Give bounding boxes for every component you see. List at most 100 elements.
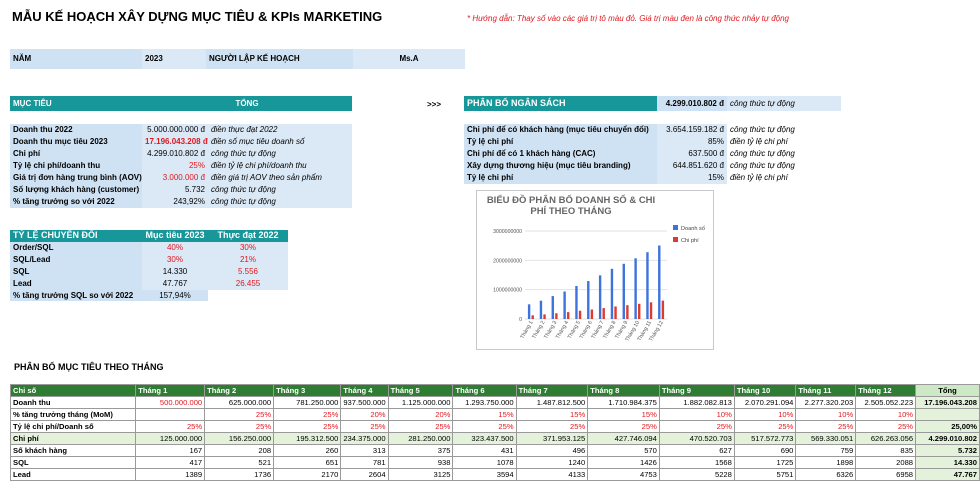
monthly-cell[interactable]: 25% xyxy=(733,420,797,433)
budget-row-note: điền tỷ lệ chi phí xyxy=(730,173,788,182)
chart-title: BIỂU ĐỒ PHÂN BỔ DOANH SỐ & CHI PHÍ THEO … xyxy=(486,195,656,217)
table-row: Chi phí 125.000.000 156.250.000 195.312.500… xyxy=(9,432,980,445)
monthly-cell[interactable]: 25% xyxy=(204,420,275,433)
monthly-cell[interactable]: 25% xyxy=(273,420,342,433)
chart-bar-cost xyxy=(543,314,546,319)
monthly-cell[interactable]: 15% xyxy=(452,408,517,421)
conversion-row-target: 47.767 xyxy=(142,278,208,290)
monthly-cell[interactable]: 20% xyxy=(387,408,454,421)
monthly-cell: 6326 xyxy=(795,468,857,481)
monthly-header-cell: Tháng 10 xyxy=(733,384,797,397)
monthly-cell[interactable]: 25% xyxy=(795,420,857,433)
conversion-row-label: Order/SQL xyxy=(10,242,142,254)
conversion-actual-header: Thực đạt 2022 xyxy=(208,230,288,242)
chart-bar-cost xyxy=(567,312,570,319)
conversion-row-target[interactable]: 40% xyxy=(142,242,208,254)
chart-y-tick: 2000000000 xyxy=(493,258,522,264)
monthly-cell: 371.953.125 xyxy=(515,432,589,445)
chart-bar-cost xyxy=(638,303,641,319)
monthly-cell: 260 xyxy=(273,444,342,457)
chart-container[interactable]: BIỂU ĐỒ PHÂN BỔ DOANH SỐ & CHI PHÍ THEO … xyxy=(476,190,714,350)
monthly-cell: 1240 xyxy=(515,456,589,469)
monthly-cell[interactable]: 10% xyxy=(855,408,917,421)
monthly-cell[interactable]: 500.000.000 xyxy=(135,396,206,409)
monthly-cell[interactable]: 25% xyxy=(273,408,342,421)
monthly-row-total: 47.767 xyxy=(915,468,980,481)
goal-row-value[interactable]: 3.000.000 đ xyxy=(142,172,208,184)
monthly-cell[interactable]: 25% xyxy=(452,420,517,433)
monthly-header-cell: Tháng 8 xyxy=(587,384,660,397)
goal-row-label: Doanh thu 2022 xyxy=(10,124,142,136)
planner-value[interactable]: Ms.A xyxy=(353,49,465,69)
goal-row-value[interactable]: 17.196.043.208 đ xyxy=(142,136,208,148)
monthly-cell[interactable]: 20% xyxy=(340,408,389,421)
monthly-cell: 1.487.812.500 xyxy=(515,396,589,409)
monthly-cell: 427.746.094 xyxy=(587,432,660,445)
monthly-cell[interactable] xyxy=(135,408,206,421)
budget-row-value: 3.654.159.182 đ xyxy=(657,124,727,136)
budget-row-label: Tỷ lệ chi phí xyxy=(464,136,657,148)
monthly-cell: 1898 xyxy=(795,456,857,469)
monthly-cell[interactable]: 25% xyxy=(515,420,589,433)
guide-note: * Hướng dẫn: Thay số vào các giá trị tô … xyxy=(467,14,789,23)
goal-row-label: Chi phí xyxy=(10,148,142,160)
table-row: % tăng trưởng tháng (MoM) 25% 25% 20% 20% 15%… xyxy=(9,408,980,421)
monthly-cell: 626.263.056 xyxy=(855,432,917,445)
monthly-cell: 195.312.500 xyxy=(273,432,342,445)
monthly-row-label: Chi phí xyxy=(9,432,137,445)
monthly-cell: 1568 xyxy=(658,456,735,469)
chart-bar-cost xyxy=(531,315,534,319)
goal-row-note: điền tỷ lệ chi phí/doanh thu xyxy=(208,160,352,172)
conversion-row-target[interactable]: 30% xyxy=(142,254,208,266)
monthly-cell[interactable]: 25% xyxy=(340,420,389,433)
monthly-row-label: Lead xyxy=(9,468,137,481)
monthly-cell: 690 xyxy=(733,444,797,457)
monthly-cell[interactable]: 15% xyxy=(587,408,660,421)
year-value[interactable]: 2023 xyxy=(142,49,206,69)
monthly-cell: 125.000.000 xyxy=(135,432,206,445)
monthly-cell[interactable]: 25% xyxy=(387,420,454,433)
monthly-cell: 2.277.320.203 xyxy=(795,396,857,409)
goal-row-note: điền số mục tiêu doanh số xyxy=(208,136,352,148)
monthly-cell: 569.330.051 xyxy=(795,432,857,445)
monthly-cell[interactable]: 25% xyxy=(855,420,917,433)
budget-row-note: điền tỷ lệ chi phí xyxy=(730,137,788,146)
table-row: Lead 1389 1736 2170 2604 3125 3594 4133 4753 5228… xyxy=(9,468,980,481)
monthly-table: Chỉ số Tháng 1 Tháng 2 Tháng 3 Tháng 4 Tháng … xyxy=(9,384,980,481)
monthly-header-cell: Tổng xyxy=(915,384,980,397)
goal-row-value[interactable]: 25% xyxy=(142,160,208,172)
monthly-row-label: Số khách hàng xyxy=(9,444,137,457)
monthly-cell: 156.250.000 xyxy=(204,432,275,445)
monthly-cell[interactable]: 15% xyxy=(515,408,589,421)
monthly-row-label: SQL xyxy=(9,456,137,469)
budget-row-value[interactable]: 15% xyxy=(657,172,727,184)
conversion-row-actual[interactable]: 5.556 xyxy=(208,266,288,278)
monthly-cell[interactable]: 25% xyxy=(658,420,735,433)
chart-bar-revenue xyxy=(634,258,637,319)
monthly-cell[interactable]: 10% xyxy=(733,408,797,421)
legend-swatch-revenue xyxy=(673,225,678,230)
goal-row-label: Giá trị đơn hàng trung bình (AOV) xyxy=(10,172,142,184)
chart-bar-revenue xyxy=(646,252,649,319)
conversion-row-actual[interactable]: 26.455 xyxy=(208,278,288,290)
goal-row-note: điền giá trị AOV theo sản phẩm xyxy=(208,172,352,184)
chart-bar-revenue xyxy=(587,281,590,319)
conversion-row-actual[interactable]: 21% xyxy=(208,254,288,266)
budget-row-value[interactable]: 85% xyxy=(657,136,727,148)
monthly-header-row: Chỉ số Tháng 1 Tháng 2 Tháng 3 Tháng 4 Tháng … xyxy=(9,384,980,397)
chart-bar-revenue xyxy=(610,268,614,319)
monthly-cell[interactable]: 25% xyxy=(587,420,660,433)
conversion-row-label: Lead xyxy=(10,278,142,290)
monthly-cell[interactable]: 10% xyxy=(795,408,857,421)
chart-bar-revenue xyxy=(539,300,543,319)
monthly-cell[interactable]: 10% xyxy=(658,408,735,421)
monthly-cell[interactable]: 25% xyxy=(135,420,206,433)
monthly-header-cell: Tháng 6 xyxy=(452,384,517,397)
page-title: MẪU KẾ HOẠCH XÂY DỰNG MỤC TIÊU & KPIs MA… xyxy=(12,9,383,24)
chart-bar-revenue xyxy=(527,304,531,319)
monthly-section-title: PHÂN BỔ MỤC TIÊU THEO THÁNG xyxy=(14,362,164,372)
monthly-cell[interactable]: 25% xyxy=(204,408,275,421)
conversion-row-actual[interactable]: 30% xyxy=(208,242,288,254)
goal-row-value: 5.732 xyxy=(142,184,208,196)
monthly-cell: 570 xyxy=(587,444,660,457)
